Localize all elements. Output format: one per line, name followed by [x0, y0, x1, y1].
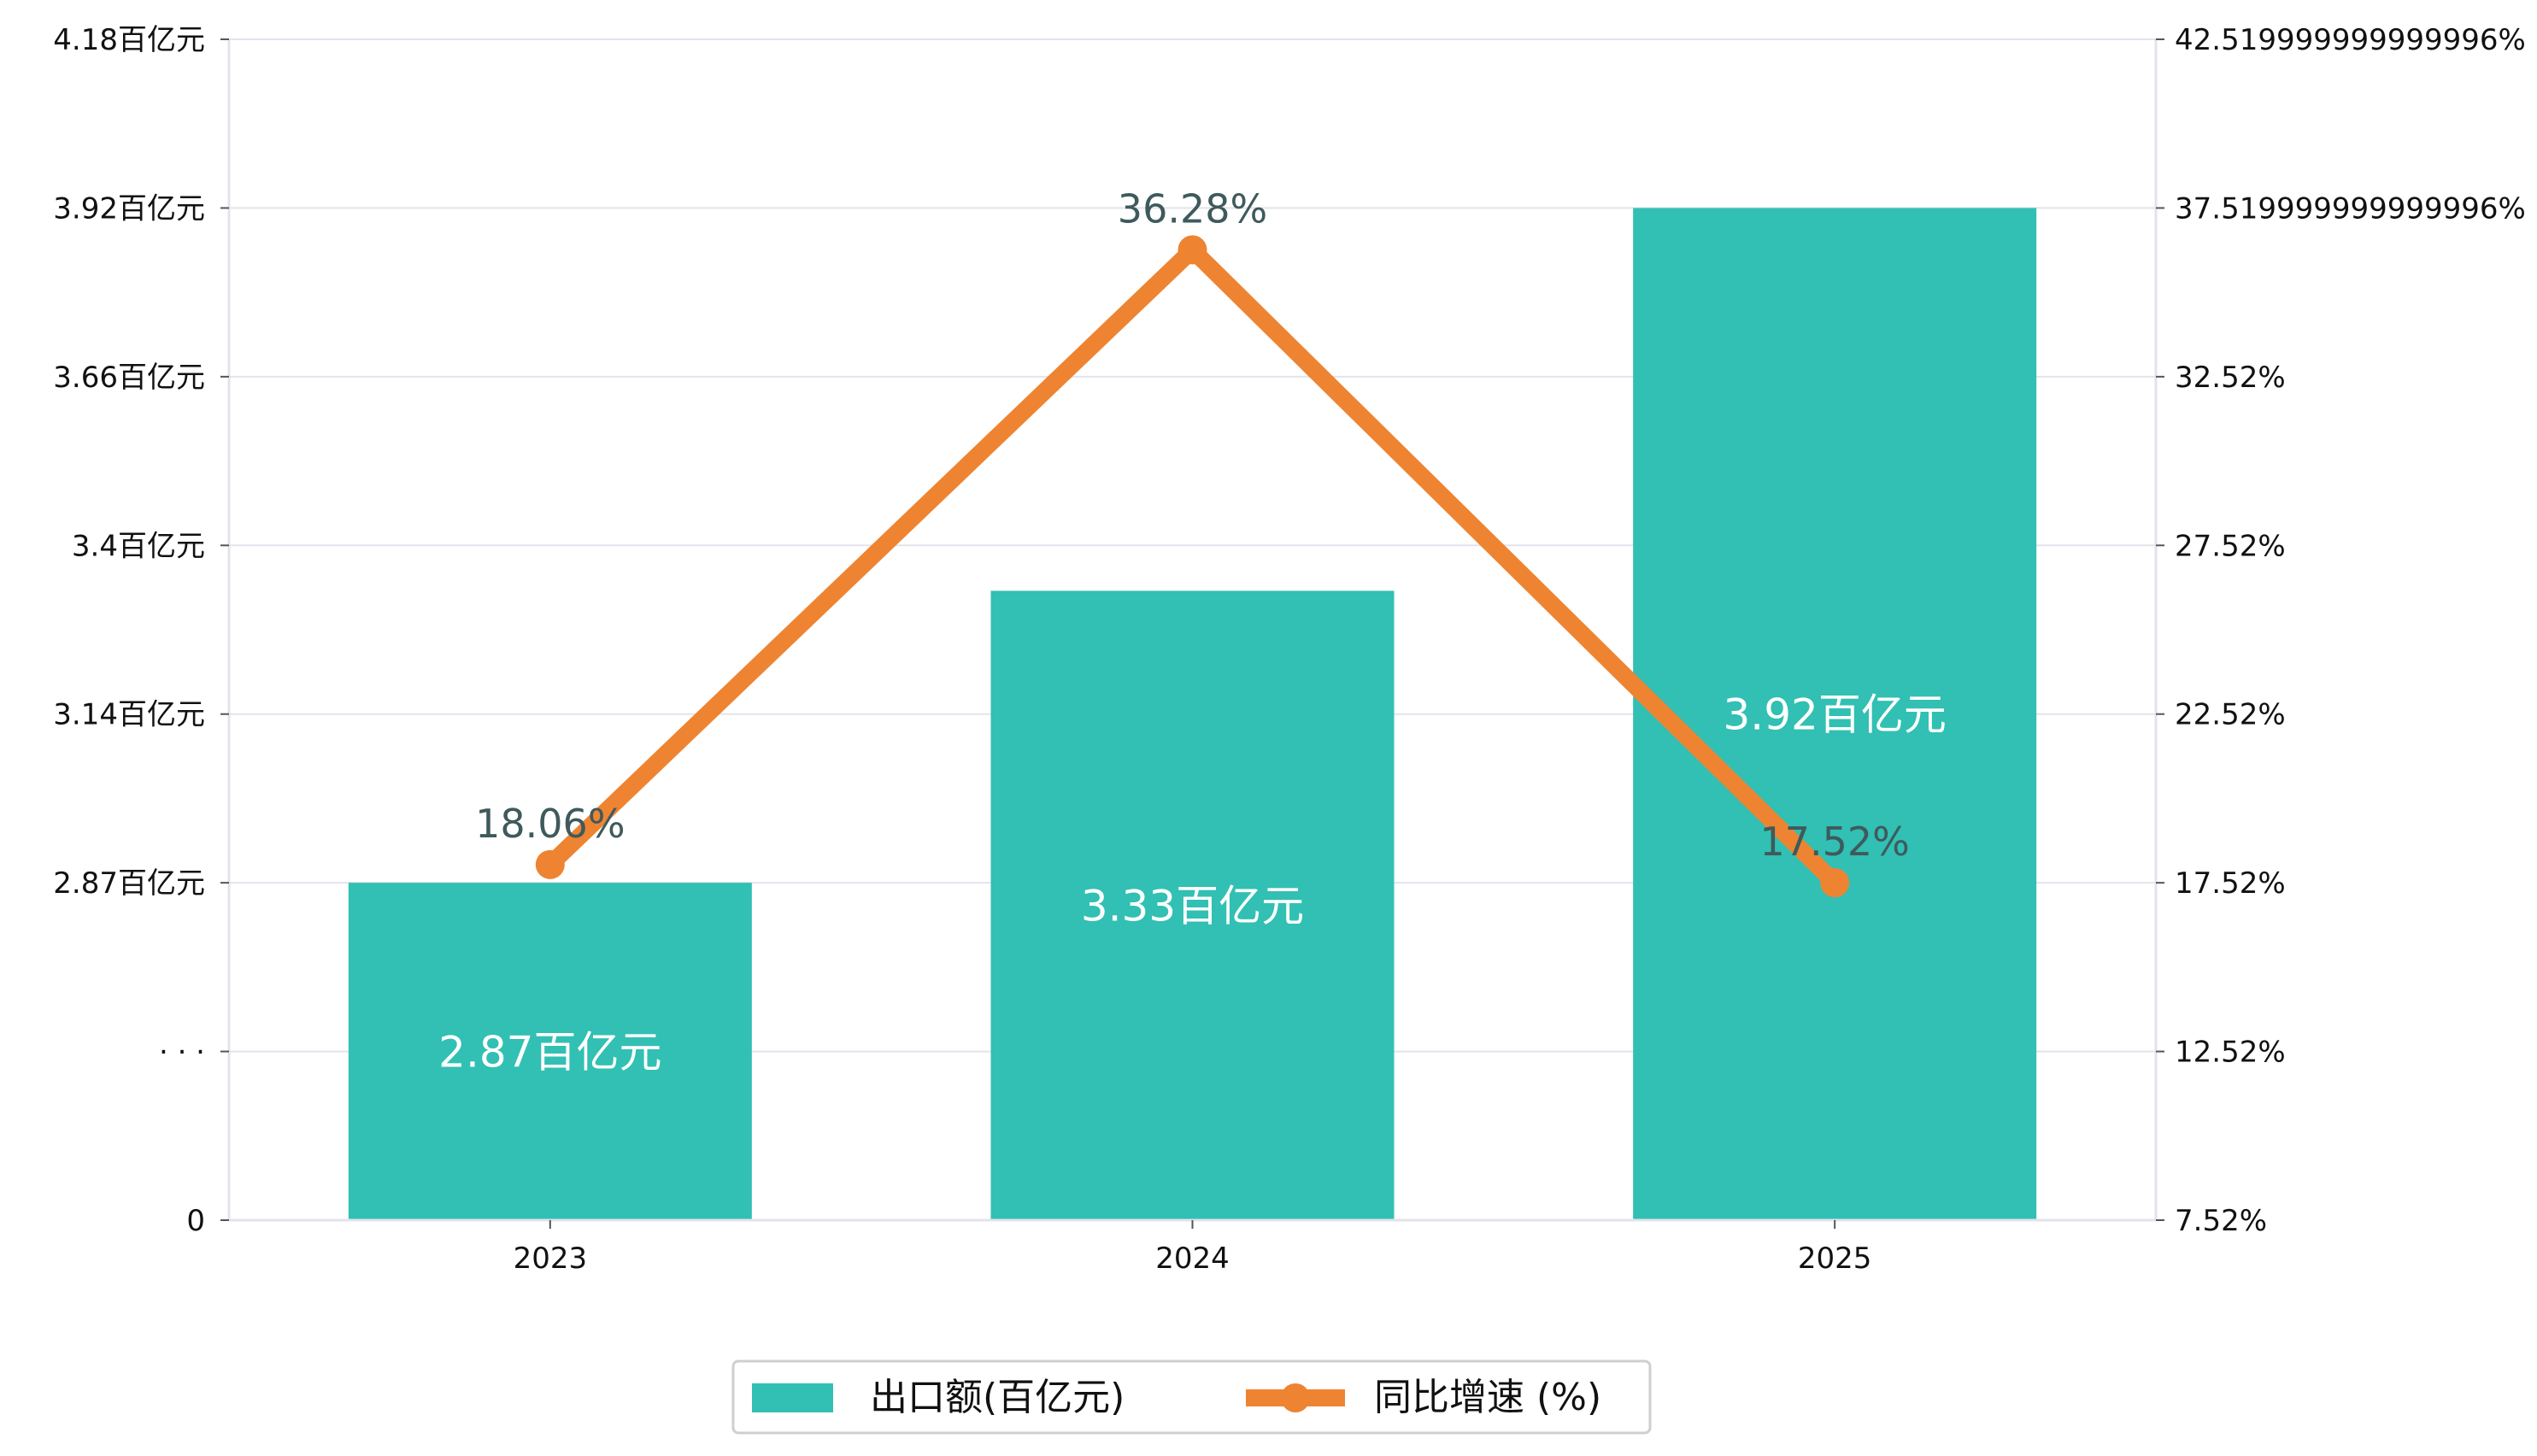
x-axis-ticks: 2023 2024 2025 — [514, 1220, 1872, 1276]
bar — [348, 883, 752, 1220]
x-tick-label: 2024 — [1155, 1242, 1230, 1276]
right-tick-label: 7.52% — [2175, 1204, 2267, 1238]
legend-label-line: 同比增速 (%) — [1374, 1376, 1601, 1419]
line-value-label: 17.52% — [1759, 819, 1909, 865]
bar-value-label: 2.87百亿元 — [438, 1028, 661, 1077]
legend-swatch-bar — [752, 1383, 833, 1412]
bar-series — [348, 208, 2037, 1220]
left-axis-ticks: 0 · · · 2.87百亿元 3.14百亿元 3.4百亿元 3.66百亿元 3.92百亿元… — [53, 23, 229, 1238]
left-tick-label: · · · — [159, 1036, 205, 1070]
bar — [990, 590, 1395, 1220]
line-value-label: 36.28% — [1118, 185, 1267, 232]
right-tick-label: 42.519999999999996% — [2175, 23, 2526, 57]
right-tick-label: 22.52% — [2175, 698, 2286, 732]
left-tick-label: 2.87百亿元 — [53, 866, 205, 901]
left-tick-label: 3.14百亿元 — [53, 698, 205, 732]
right-tick-label: 37.519999999999996% — [2175, 191, 2526, 226]
left-tick-label: 3.4百亿元 — [72, 529, 205, 563]
right-tick-label: 27.52% — [2175, 529, 2286, 563]
right-tick-label: 32.52% — [2175, 361, 2286, 395]
line-point — [1820, 868, 1850, 898]
x-tick-label: 2025 — [1798, 1242, 1872, 1276]
left-tick-label: 4.18百亿元 — [53, 23, 205, 57]
bar — [1633, 208, 2037, 1220]
legend-swatch-marker — [1281, 1383, 1310, 1412]
right-axis-ticks: 7.52% 12.52% 17.52% 22.52% 27.52% 32.52% 37.51… — [2156, 23, 2526, 1238]
bar-value-label: 3.33百亿元 — [1081, 882, 1304, 931]
right-tick-label: 17.52% — [2175, 866, 2286, 901]
bar-value-labels: 2.87百亿元 3.33百亿元 3.92百亿元 — [438, 690, 1947, 1077]
right-tick-label: 12.52% — [2175, 1036, 2286, 1070]
line-value-label: 18.06% — [475, 801, 625, 847]
line-point — [535, 849, 565, 879]
x-tick-label: 2023 — [514, 1242, 588, 1276]
left-tick-label: 3.66百亿元 — [53, 361, 205, 395]
line-series — [535, 235, 1850, 898]
legend-box — [731, 1359, 1652, 1435]
left-tick-label: 3.92百亿元 — [53, 191, 205, 226]
line-point — [1177, 235, 1207, 265]
legend: 出口额(百亿元) 同比增速 (%) — [731, 1359, 1652, 1435]
legend-label-bar: 出口额(百亿元) — [870, 1376, 1125, 1419]
bar-value-label: 3.92百亿元 — [1724, 690, 1947, 740]
left-tick-label: 0 — [186, 1204, 205, 1238]
line-value-labels: 18.06% 36.28% 17.52% — [475, 185, 1910, 865]
